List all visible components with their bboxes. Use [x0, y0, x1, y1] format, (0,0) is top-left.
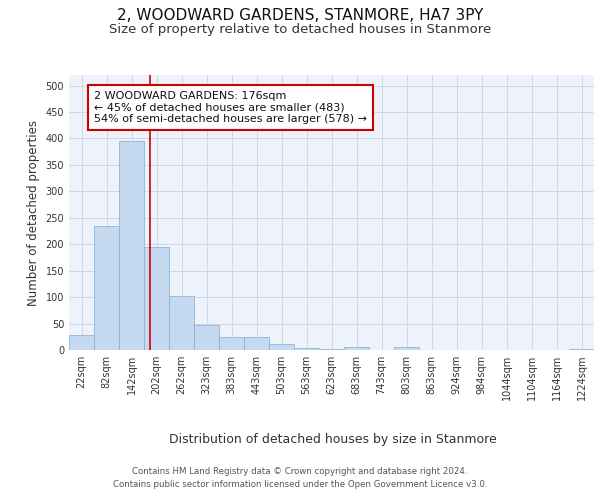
Bar: [69, 335, 94, 350]
Bar: [144, 247, 169, 350]
Y-axis label: Number of detached properties: Number of detached properties: [27, 120, 40, 306]
Bar: [94, 226, 119, 350]
Text: 2, WOODWARD GARDENS, STANMORE, HA7 3PY: 2, WOODWARD GARDENS, STANMORE, HA7 3PY: [117, 8, 483, 22]
Bar: [169, 296, 194, 350]
Bar: [219, 337, 244, 350]
Bar: [394, 348, 419, 350]
Text: Contains public sector information licensed under the Open Government Licence v3: Contains public sector information licen…: [113, 480, 487, 489]
Bar: [119, 141, 144, 350]
Bar: [244, 337, 269, 350]
Text: Size of property relative to detached houses in Stanmore: Size of property relative to detached ho…: [109, 22, 491, 36]
Text: Distribution of detached houses by size in Stanmore: Distribution of detached houses by size …: [169, 432, 497, 446]
Bar: [269, 344, 294, 350]
Bar: [344, 348, 369, 350]
Text: Contains HM Land Registry data © Crown copyright and database right 2024.: Contains HM Land Registry data © Crown c…: [132, 468, 468, 476]
Bar: [319, 349, 344, 350]
Text: 2 WOODWARD GARDENS: 176sqm
← 45% of detached houses are smaller (483)
54% of sem: 2 WOODWARD GARDENS: 176sqm ← 45% of deta…: [94, 91, 367, 124]
Bar: [569, 349, 594, 350]
Bar: [194, 325, 219, 350]
Bar: [294, 348, 319, 350]
